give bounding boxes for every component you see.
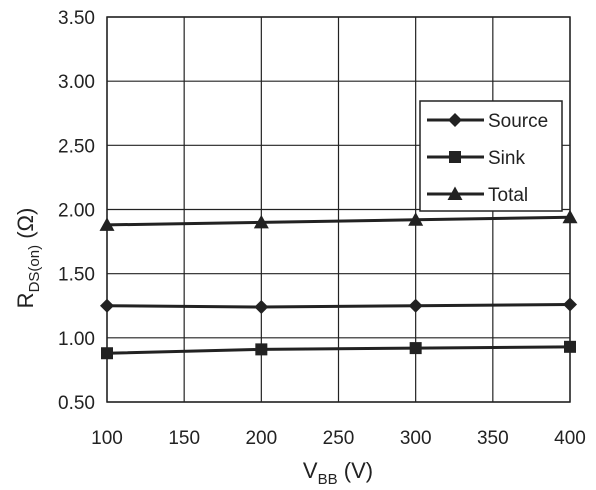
x-tick-label: 200 <box>245 428 277 449</box>
y-tick-label: 3.50 <box>58 8 95 29</box>
x-tick-labels: 100 150 200 250 300 350 400 <box>91 428 586 449</box>
data-point-total <box>408 212 424 226</box>
y-tick-label: 2.50 <box>58 136 95 157</box>
legend-marker-sink <box>449 151 461 163</box>
plot-frame <box>106 16 571 403</box>
legend-label-sink: Sink <box>488 148 525 169</box>
x-tick-label: 300 <box>400 428 432 449</box>
data-point-sink <box>255 343 268 356</box>
x-tick-label: 250 <box>323 428 355 449</box>
x-tick-label: 100 <box>91 428 123 449</box>
data-point-total <box>99 217 115 231</box>
y-tick-label: 2.00 <box>58 201 95 222</box>
x-tick-label: 150 <box>168 428 200 449</box>
data-point-total <box>253 214 269 229</box>
data-point-total <box>562 209 578 224</box>
y-tick-label: 3.00 <box>58 72 95 93</box>
x-tick-label: 350 <box>477 428 509 449</box>
data-point-sink <box>409 342 422 355</box>
data-point-sink <box>564 340 576 353</box>
series-line-source <box>106 302 571 309</box>
series-line-sink <box>106 345 571 355</box>
y-tick-labels: 0.50 1.00 1.50 2.00 2.50 3.00 3.50 <box>58 8 95 414</box>
x-tick-label: 400 <box>554 428 586 449</box>
legend-label-source: Source <box>488 111 548 132</box>
y-tick-label: 1.00 <box>58 329 95 350</box>
y-tick-label: 0.50 <box>58 393 95 414</box>
legend-marker-source <box>448 113 462 127</box>
legend-label-total: Total <box>488 185 528 206</box>
data-point-source <box>100 298 114 313</box>
x-axis-label: VBB (V) <box>303 458 373 488</box>
data-point-source <box>563 297 577 312</box>
y-axis-label: RDS(on) (Ω) <box>13 208 43 309</box>
y-tick-label: 1.50 <box>58 265 95 286</box>
legend-marker-total <box>447 186 463 200</box>
series-layer <box>99 209 578 360</box>
data-point-source <box>408 298 423 313</box>
data-point-source <box>254 300 269 315</box>
series-line-total <box>106 215 571 227</box>
data-point-sink <box>101 347 113 360</box>
legend: Source Sink Total <box>419 100 563 212</box>
